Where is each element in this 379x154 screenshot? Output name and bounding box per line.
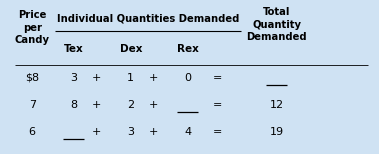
Text: Tex: Tex (64, 44, 84, 53)
Text: +: + (149, 73, 158, 83)
Text: +: + (92, 73, 101, 83)
Text: 3: 3 (127, 127, 134, 137)
Text: =: = (213, 100, 222, 110)
Text: Dex: Dex (119, 44, 142, 53)
Text: +: + (149, 127, 158, 137)
Text: Rex: Rex (177, 44, 199, 53)
Text: Price
per
Candy: Price per Candy (15, 10, 50, 45)
Text: 7: 7 (29, 100, 36, 110)
Text: 0: 0 (184, 73, 191, 83)
Text: 8: 8 (70, 100, 77, 110)
Text: +: + (92, 100, 101, 110)
Text: $8: $8 (25, 73, 39, 83)
Text: Total
Quantity
Demanded: Total Quantity Demanded (246, 7, 307, 42)
Text: +: + (149, 100, 158, 110)
Text: 2: 2 (127, 100, 134, 110)
Text: Individual Quantities Demanded: Individual Quantities Demanded (56, 14, 239, 24)
Text: 1: 1 (127, 73, 134, 83)
Text: 4: 4 (184, 127, 191, 137)
Text: 3: 3 (70, 73, 77, 83)
Text: =: = (213, 73, 222, 83)
Text: 6: 6 (29, 127, 36, 137)
Text: +: + (92, 127, 101, 137)
Text: 12: 12 (269, 100, 284, 110)
Text: 19: 19 (269, 127, 284, 137)
Text: =: = (213, 127, 222, 137)
